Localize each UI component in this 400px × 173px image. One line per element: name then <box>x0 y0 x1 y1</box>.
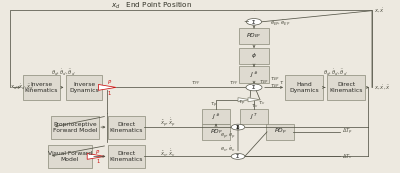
Text: $x_d, \dot{x}_d, \ddot{x}_d$: $x_d, \dot{x}_d, \ddot{x}_d$ <box>10 83 34 92</box>
Circle shape <box>231 124 245 130</box>
Polygon shape <box>98 84 116 90</box>
Text: Direct
Kinematics: Direct Kinematics <box>329 82 363 93</box>
Text: $\tau$: $\tau$ <box>280 79 284 86</box>
Polygon shape <box>248 98 260 102</box>
Text: $e_v, \dot{e}_v$: $e_v, \dot{e}_v$ <box>220 145 236 154</box>
FancyBboxPatch shape <box>239 28 269 44</box>
Text: Inverse
Dynamics: Inverse Dynamics <box>69 82 99 93</box>
Text: $\phi$: $\phi$ <box>251 51 257 60</box>
Text: $\Delta T_v$: $\Delta T_v$ <box>342 152 353 161</box>
FancyBboxPatch shape <box>285 75 323 100</box>
Text: $\tau_p$: $\tau_p$ <box>210 101 218 110</box>
Text: $\hat{x}_v, \dot{\hat{x}}_v$: $\hat{x}_v, \dot{\hat{x}}_v$ <box>160 147 176 158</box>
Text: $\Sigma$: $\Sigma$ <box>252 18 256 26</box>
FancyBboxPatch shape <box>266 124 294 139</box>
Text: Inverse
Kinematics: Inverse Kinematics <box>24 82 58 93</box>
Text: $\Sigma$: $\Sigma$ <box>252 83 256 91</box>
FancyBboxPatch shape <box>48 145 92 168</box>
Text: $P$: $P$ <box>96 148 100 156</box>
Text: $\theta_d, \dot{\theta}_d, \ddot{\theta}_d$: $\theta_d, \dot{\theta}_d, \ddot{\theta}… <box>50 68 75 78</box>
Text: $e_{EP}, \dot{e}_{EP}$: $e_{EP}, \dot{e}_{EP}$ <box>270 19 290 28</box>
Text: $1$: $1$ <box>107 89 112 97</box>
Circle shape <box>231 153 245 159</box>
Circle shape <box>246 19 262 25</box>
Text: $\tau_{FF}$: $\tau_{FF}$ <box>191 79 201 86</box>
Circle shape <box>246 84 262 91</box>
Text: $\tau_{EP}$: $\tau_{EP}$ <box>270 83 280 90</box>
Text: $x, \dot{x}, \ddot{x}$: $x, \dot{x}, \ddot{x}$ <box>374 83 390 91</box>
FancyBboxPatch shape <box>51 116 99 139</box>
FancyBboxPatch shape <box>66 75 102 100</box>
Text: Hand
Dynamics: Hand Dynamics <box>289 82 319 93</box>
Text: $\theta_d, \dot{\theta}_d, \ddot{\theta}_d$: $\theta_d, \dot{\theta}_d, \ddot{\theta}… <box>323 68 348 78</box>
Text: $\tau_v$: $\tau_v$ <box>258 99 266 107</box>
Text: Visual Forward
Model: Visual Forward Model <box>48 151 92 162</box>
FancyBboxPatch shape <box>239 48 269 64</box>
Text: $\tau_v$: $\tau_v$ <box>251 102 258 110</box>
Text: $\Sigma$: $\Sigma$ <box>236 123 240 131</box>
Text: $x_d$   End Point Position: $x_d$ End Point Position <box>111 1 193 11</box>
Text: $\Sigma$: $\Sigma$ <box>236 152 240 160</box>
Text: $PD_P$: $PD_P$ <box>210 128 222 136</box>
Text: $\tau_{EP}$: $\tau_{EP}$ <box>270 75 280 83</box>
Text: $1$: $1$ <box>96 157 100 165</box>
FancyBboxPatch shape <box>239 66 269 83</box>
Text: $P$: $P$ <box>107 78 112 86</box>
Text: $PD_{EP}$: $PD_{EP}$ <box>246 31 262 40</box>
Text: $x, \dot{x}$: $x, \dot{x}$ <box>374 6 385 14</box>
Text: $-$: $-$ <box>243 17 250 23</box>
Polygon shape <box>87 153 105 159</box>
Polygon shape <box>238 98 250 102</box>
Text: Direct
Kinematics: Direct Kinematics <box>110 151 143 162</box>
FancyBboxPatch shape <box>202 124 230 139</box>
Text: $J^T$: $J^T$ <box>250 111 258 122</box>
Text: $\hat{x}_p, \dot{\hat{x}}_p$: $\hat{x}_p, \dot{\hat{x}}_p$ <box>160 116 176 129</box>
FancyBboxPatch shape <box>108 145 145 168</box>
FancyBboxPatch shape <box>202 109 230 124</box>
Text: $e_p, \dot{e}_p$: $e_p, \dot{e}_p$ <box>220 130 236 141</box>
FancyBboxPatch shape <box>327 75 365 100</box>
Text: $\Delta T_p$: $\Delta T_p$ <box>342 127 353 137</box>
Text: $\tau_{EP}$: $\tau_{EP}$ <box>259 78 269 86</box>
Text: $J^\#$: $J^\#$ <box>250 69 258 80</box>
FancyBboxPatch shape <box>240 109 268 124</box>
Text: $\tau_p$: $\tau_p$ <box>238 99 246 108</box>
Text: Proprioceptive
Forward Model: Proprioceptive Forward Model <box>53 122 98 133</box>
Text: Direct
Kinematics: Direct Kinematics <box>110 122 143 133</box>
Text: $J^\#$: $J^\#$ <box>212 111 220 122</box>
FancyBboxPatch shape <box>23 75 60 100</box>
Text: $PD_p$: $PD_p$ <box>274 127 286 137</box>
Text: $\tau_{FF}$: $\tau_{FF}$ <box>229 79 239 86</box>
FancyBboxPatch shape <box>108 116 145 139</box>
